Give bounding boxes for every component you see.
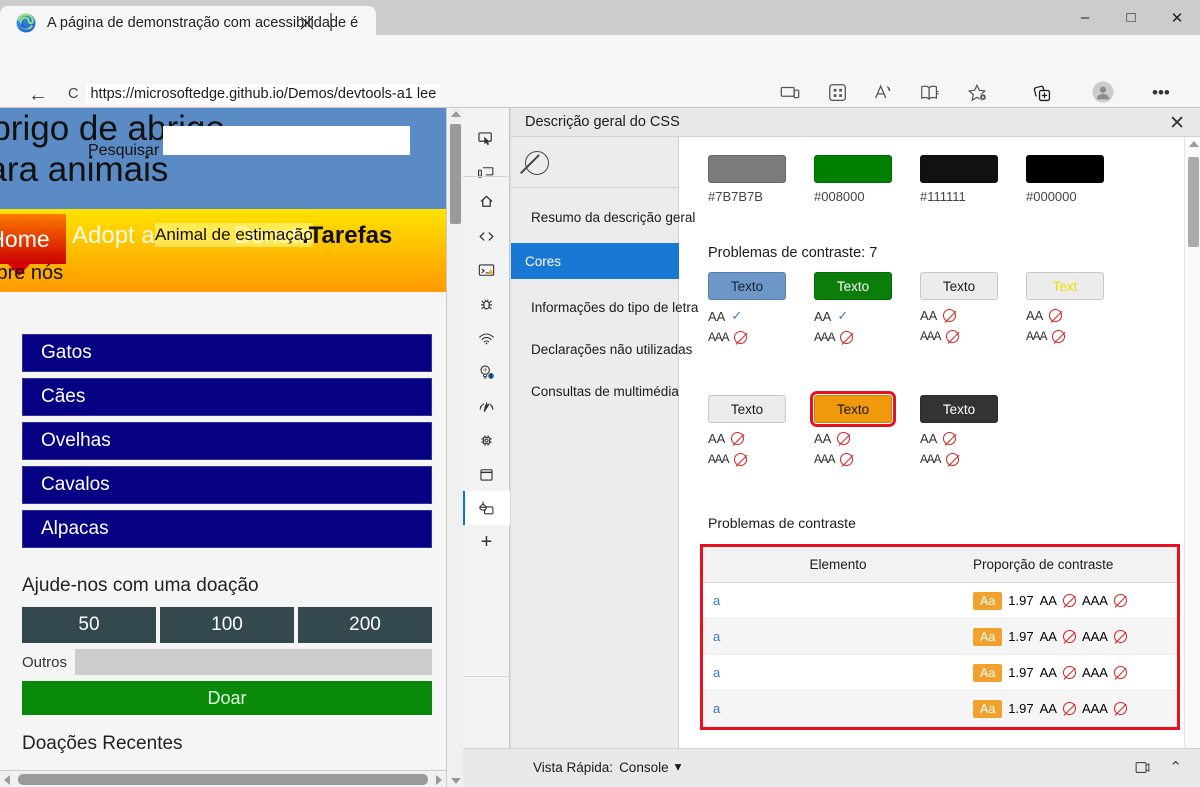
svg-text:!: ! — [490, 270, 491, 274]
